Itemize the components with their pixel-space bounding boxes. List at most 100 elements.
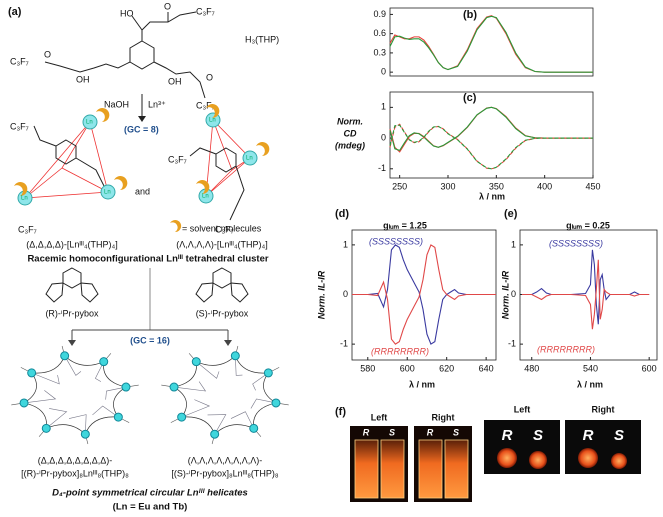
photo-label: R: [502, 427, 513, 444]
x-axis-label: λ / nm: [479, 191, 505, 201]
y-tick-label: 0.6: [373, 28, 386, 38]
atom-label: Ln: [21, 196, 28, 202]
reagent: NaOH: [104, 99, 129, 109]
cluster-caption: Racemic homoconfigurational Lnᴵᴵᴵ tetrah…: [27, 254, 268, 265]
bond: [235, 355, 269, 374]
metal-ion: [60, 351, 70, 361]
reagent: Ln³⁺: [148, 99, 166, 109]
helicate-structures: [11, 345, 289, 445]
atom-label: C₃F₇: [10, 56, 29, 66]
data-line: [389, 15, 593, 73]
x-tick-label: 620: [439, 363, 454, 373]
ligand-structure: [44, 11, 206, 99]
metal-ion: [263, 368, 273, 378]
atom-label: Ln: [246, 156, 253, 162]
atom-label: OH: [168, 76, 182, 86]
atom-label: C₃F₇: [215, 224, 234, 234]
metal-ion: [41, 423, 51, 433]
data-line: [521, 259, 650, 330]
metal-ion: [99, 357, 109, 367]
bond: [23, 372, 37, 404]
bond: [207, 414, 227, 435]
gc-label: (GC = 16): [130, 335, 170, 345]
atom-label: Ln: [86, 120, 93, 126]
data-line: [389, 106, 593, 153]
bond: [173, 381, 207, 392]
helicate-caption: (Ln = Eu and Tb): [113, 502, 188, 513]
atom-label: C₃F₇: [196, 6, 215, 16]
helicate-name: [(R)-ⁱPr-pybox]₈Lnᴵᴵᴵ₈(THP)₈: [21, 468, 129, 478]
y-tick-label: 0.9: [373, 9, 386, 19]
bond: [113, 386, 127, 418]
atom-label: OH: [76, 74, 90, 84]
metal-ion: [27, 368, 37, 378]
y-axis-label: Norm. IL-IR: [316, 270, 326, 319]
x-tick-label: 450: [585, 181, 600, 191]
plot-frame: [389, 91, 594, 179]
bond: [46, 424, 86, 435]
y-tick-label: -1: [508, 338, 516, 348]
data-line: [389, 124, 593, 170]
y-axis-label: Norm. IL-IR: [500, 270, 510, 319]
bond: [235, 355, 243, 376]
metal-ion: [271, 398, 281, 408]
y-tick-label: -1: [340, 338, 348, 348]
x-tick-label: 400: [537, 181, 552, 191]
bond: [64, 355, 82, 376]
y-axis-label: (mdeg): [335, 140, 365, 150]
photo-label: S: [453, 427, 459, 437]
x-tick-label: 580: [360, 363, 375, 373]
ligand-name: H₃(THP): [245, 34, 279, 44]
bond: [23, 390, 57, 404]
bond: [64, 355, 104, 366]
bond: [85, 416, 119, 435]
panel-label: (f): [335, 406, 346, 418]
y-tick-label: 1: [381, 102, 386, 112]
arrow-head: [138, 116, 146, 122]
bond: [46, 408, 68, 429]
y-tick-label: 1: [343, 239, 348, 249]
bond: [250, 398, 277, 409]
annotation: (SSSSSSSS): [549, 238, 603, 248]
chart-title: gₗᵤₘ = 0.25: [566, 220, 610, 230]
annotation: (RRRRRRRR): [537, 344, 595, 354]
data-line: [352, 244, 496, 345]
atom-label: C₃F₇: [168, 154, 187, 164]
data-line: [389, 123, 593, 170]
atom-label: O: [164, 1, 171, 11]
panel-label: (b): [463, 9, 477, 21]
atom-label: Ln: [202, 194, 209, 200]
bond: [31, 355, 65, 374]
photo: [350, 420, 641, 502]
y-tick-label: 0: [381, 132, 386, 142]
photo-header: Right: [432, 412, 455, 422]
metal-ion: [249, 423, 259, 433]
ligand-name: (R)-ⁱPr-pybox: [45, 308, 99, 318]
metal-ion: [121, 382, 131, 392]
gc-label: (GC = 8): [124, 124, 159, 134]
bond: [103, 361, 127, 388]
bond: [94, 361, 105, 382]
x-tick-label: 350: [489, 181, 504, 191]
bond: [196, 355, 236, 366]
pybox-structure: [45, 267, 249, 346]
data-line: [521, 249, 650, 325]
panel-label: (c): [463, 92, 477, 104]
data-line: [352, 244, 496, 345]
metal-ion: [210, 429, 220, 439]
photo-label: R: [583, 427, 594, 444]
bond: [196, 361, 220, 379]
panel-label: (d): [335, 208, 349, 220]
helicate-name: [(S)-ⁱPr-pybox]₈Lnᴵᴵᴵ₈(THP)₈: [171, 468, 279, 478]
bond: [105, 386, 127, 400]
x-axis-label: λ / nm: [577, 379, 603, 389]
atom-label: Ln: [104, 190, 111, 196]
photo-label: R: [363, 427, 370, 437]
ligand-name: (S)-ⁱPr-pybox: [196, 308, 249, 318]
metal-ion: [19, 398, 29, 408]
bond: [230, 411, 255, 429]
x-tick-label: 480: [524, 363, 539, 373]
metal-ion: [230, 351, 240, 361]
cluster-structure: [14, 104, 270, 233]
